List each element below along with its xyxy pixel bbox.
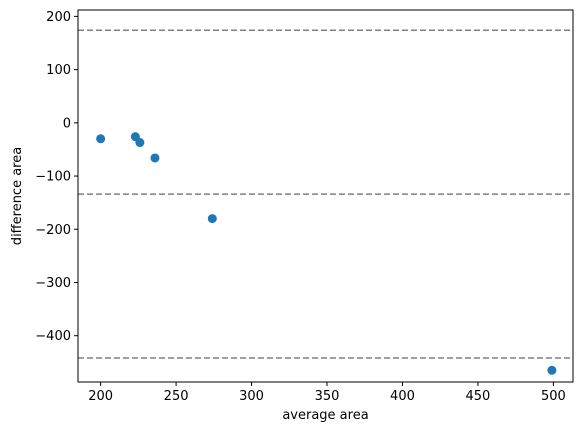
y-axis-ticks: −400 −300 −200 −100 0 100 200 (35, 10, 78, 344)
x-tick-label: 500 (541, 389, 566, 404)
y-tick-label: 0 (63, 116, 71, 131)
y-axis-label: difference area (10, 147, 25, 245)
data-point-4 (207, 214, 217, 224)
data-point-5 (547, 365, 557, 375)
y-tick-label: −300 (35, 276, 71, 291)
y-tick-label: −400 (35, 329, 71, 344)
plot-frame (77, 9, 574, 383)
x-tick-label: 400 (390, 389, 415, 404)
x-tick-label: 450 (466, 389, 491, 404)
x-axis-label: average area (282, 408, 368, 423)
y-tick-label: 100 (46, 63, 71, 78)
y-tick-label: 200 (46, 10, 71, 25)
x-axis-ticks: 200 250 300 350 400 450 500 (88, 382, 566, 404)
x-tick-label: 200 (88, 389, 113, 404)
x-tick-label: 350 (315, 389, 340, 404)
reference-lines (78, 29, 573, 359)
y-tick-label: −200 (35, 223, 71, 238)
data-point-0 (96, 134, 106, 144)
data-points (96, 132, 557, 375)
x-tick-label: 250 (164, 389, 189, 404)
y-tick-label: −100 (35, 170, 71, 185)
data-point-2 (135, 138, 145, 148)
x-tick-label: 300 (239, 389, 264, 404)
data-point-3 (150, 153, 160, 163)
